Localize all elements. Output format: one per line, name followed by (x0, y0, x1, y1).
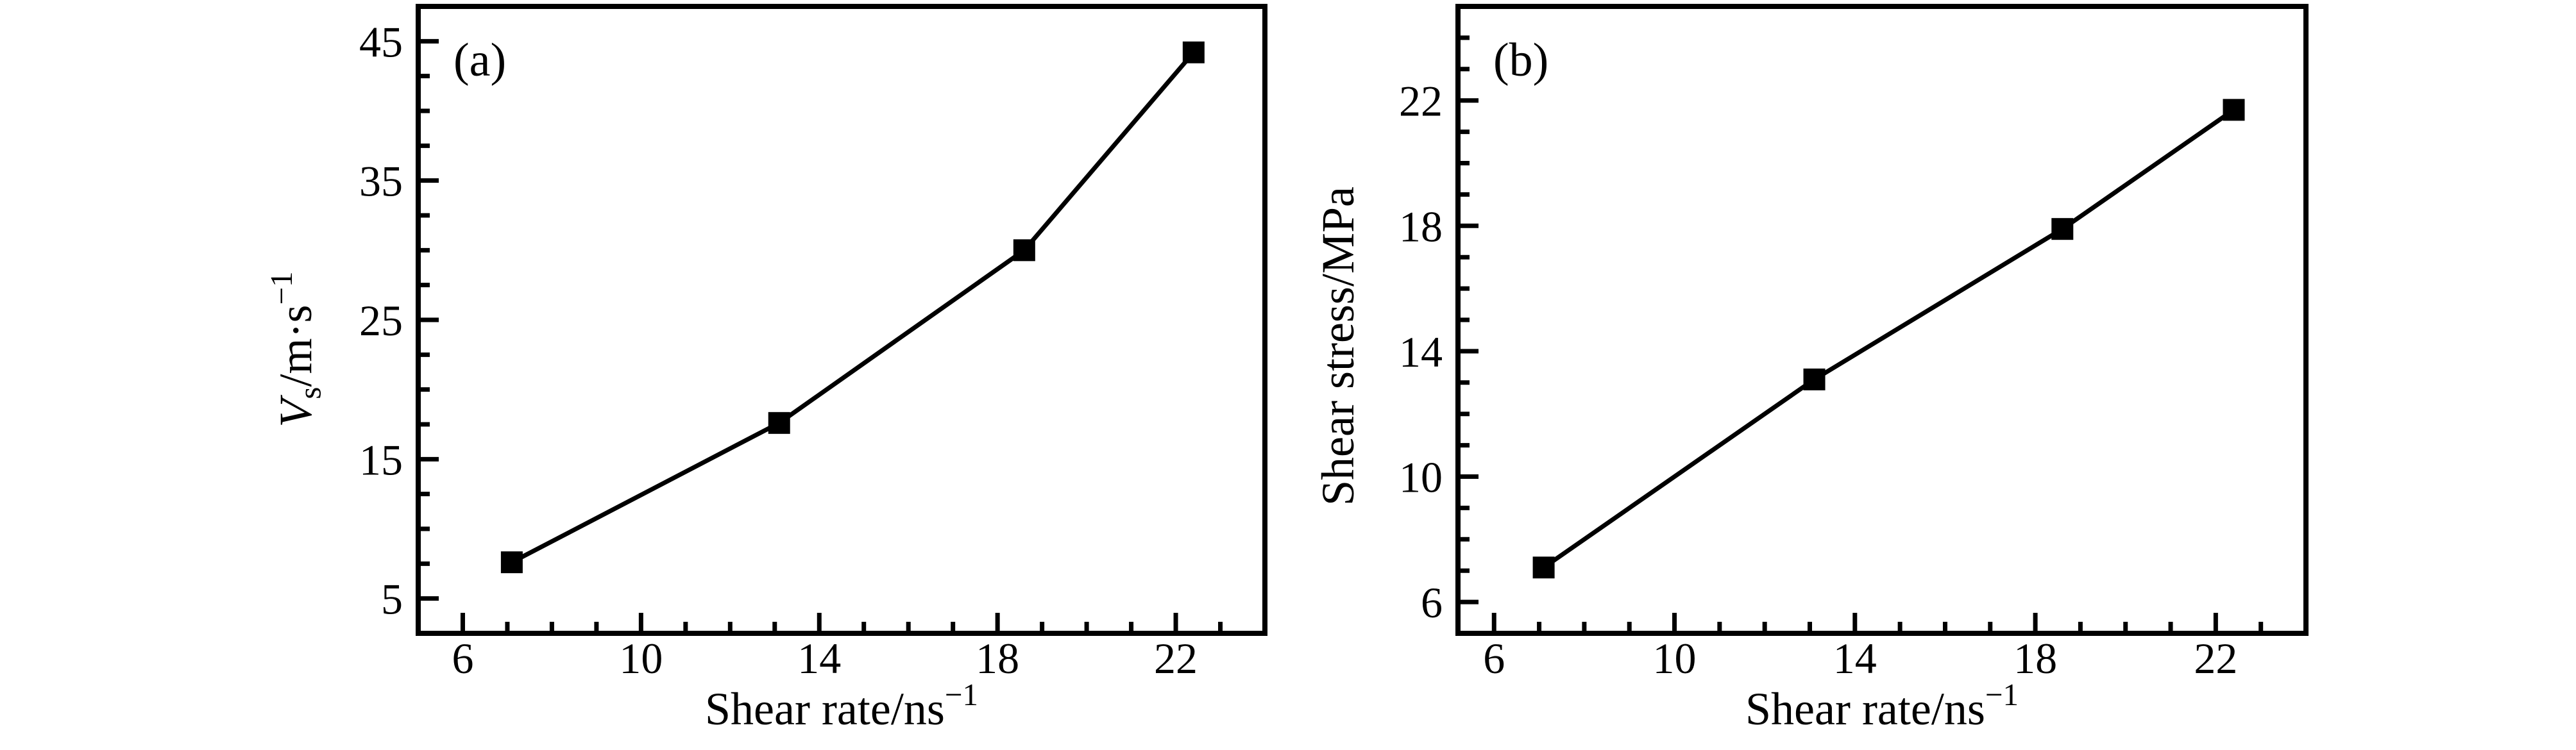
panel-label: (b) (1493, 34, 1548, 87)
data-point-marker (1182, 41, 1205, 63)
data-point-marker (1013, 239, 1035, 262)
x-tick-label: 14 (797, 634, 841, 683)
data-point-marker (1803, 368, 1826, 390)
y-axis-label: Shear stress/MPa (1312, 187, 1364, 506)
y-axis-label: Vs/m·s−1 (264, 271, 328, 427)
panel-a: 6 10 14 18 22 5 15 25 35 45 Shear rate/ns−1 Vs/m·s−… (264, 4, 1267, 735)
x-tick-label: 6 (452, 634, 473, 683)
series-line (511, 51, 1196, 565)
y-tick-label: 22 (1399, 77, 1443, 126)
data-point-marker (500, 551, 523, 574)
x-tick-label: 22 (1154, 634, 1198, 683)
x-axis-label: Shear rate/ns−1 (1745, 677, 2019, 735)
x-tick-label: 10 (619, 634, 663, 683)
x-tick-label: 14 (1833, 634, 1877, 683)
y-tick-label: 10 (1399, 453, 1443, 502)
data-point-marker (2051, 218, 2074, 240)
y-tick-label: 18 (1399, 202, 1443, 251)
x-tick-label: 6 (1483, 634, 1505, 683)
y-tick-label: 14 (1399, 328, 1443, 376)
panel-b: 6 10 14 18 22 6 10 14 18 22 Shear rate/ns−1 Shear s… (1312, 4, 2309, 735)
x-axis-label: Shear rate/ns−1 (705, 677, 978, 735)
x-tick-label: 22 (2194, 634, 2237, 683)
y-tick-label: 15 (359, 435, 403, 484)
x-tick-label: 18 (976, 634, 1019, 683)
x-tick-label: 18 (2013, 634, 2057, 683)
y-tick-label: 5 (381, 575, 403, 624)
data-point-marker (1532, 556, 1555, 579)
y-tick-label: 6 (1421, 578, 1443, 627)
y-tick-label: 25 (359, 296, 403, 345)
y-tick-label: 35 (359, 157, 403, 206)
plot-border (416, 4, 1267, 636)
y-tick-label: 45 (359, 17, 403, 66)
data-point-marker (2223, 99, 2245, 121)
panel-label: (a) (453, 34, 506, 87)
x-tick-label: 10 (1653, 634, 1697, 683)
data-point-marker (768, 412, 790, 434)
series-line (1542, 108, 2235, 570)
